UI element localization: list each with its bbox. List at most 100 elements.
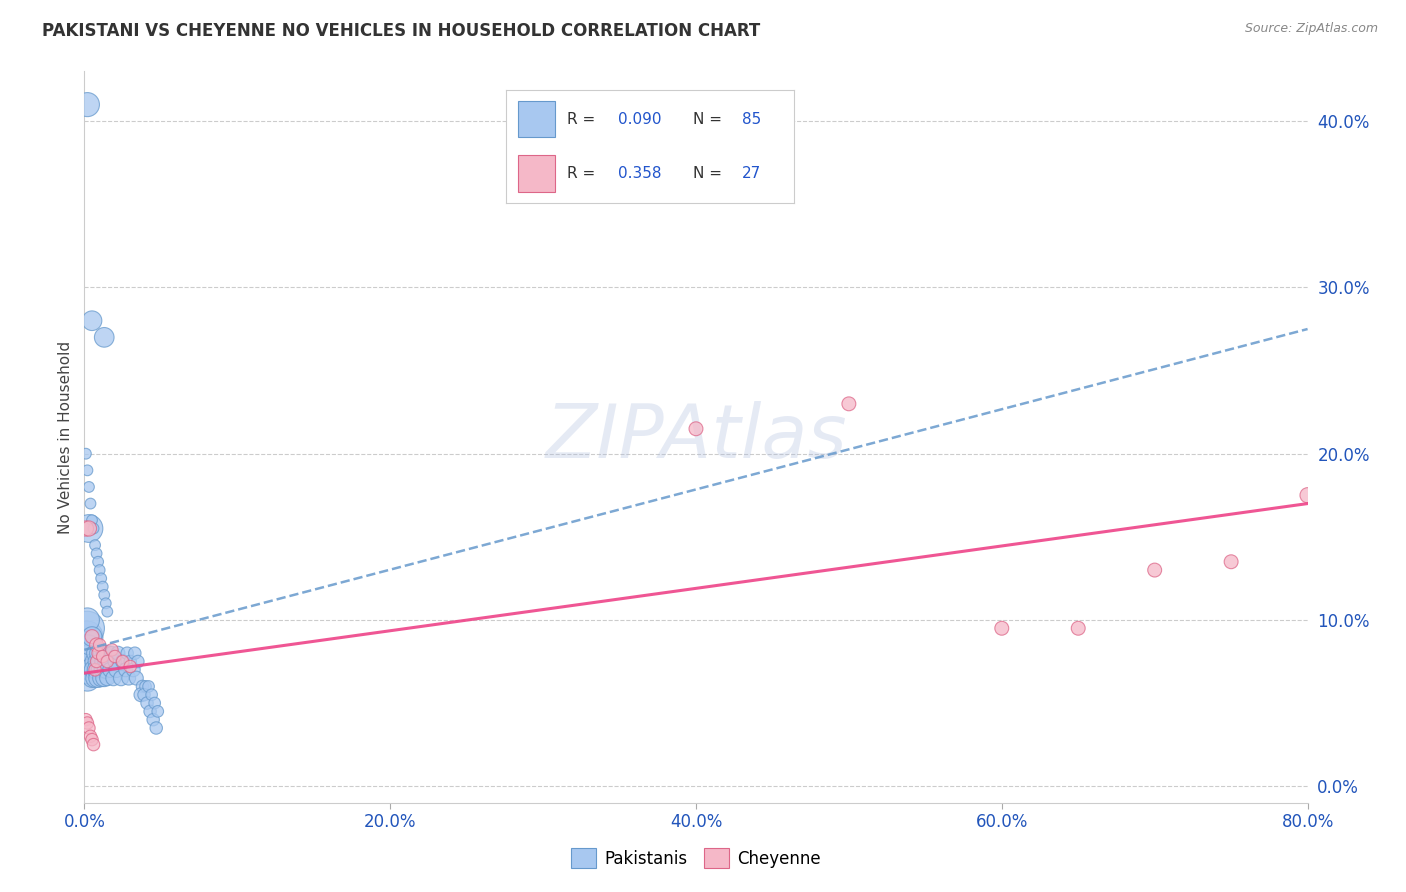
Point [107, 646, 129, 660]
Point [139, 705, 162, 719]
Point [1220, 555, 1243, 569]
Point [76, 97, 98, 112]
Point [104, 649, 127, 664]
Point [87, 646, 110, 660]
Point [125, 671, 148, 685]
Point [1067, 621, 1090, 635]
Point [98, 663, 121, 677]
Point [75, 655, 97, 669]
Point [86, 546, 108, 560]
Point [76, 621, 98, 635]
Point [90, 571, 112, 585]
Point [146, 705, 169, 719]
Point [79, 663, 101, 677]
Point [83, 655, 105, 669]
Point [89, 563, 111, 577]
Point [104, 655, 127, 669]
Point [96, 671, 118, 685]
Point [94, 655, 117, 669]
Point [89, 663, 111, 677]
Point [79, 729, 101, 743]
Point [80, 630, 103, 644]
Point [84, 538, 107, 552]
Point [101, 646, 124, 660]
Point [97, 655, 120, 669]
Point [76, 630, 98, 644]
Text: PAKISTANI VS CHEYENNE NO VEHICLES IN HOUSEHOLD CORRELATION CHART: PAKISTANI VS CHEYENNE NO VEHICLES IN HOU… [42, 22, 761, 40]
Point [90, 671, 112, 685]
Point [93, 646, 115, 660]
Point [77, 638, 100, 652]
Point [991, 621, 1014, 635]
Point [122, 663, 145, 677]
Point [80, 671, 103, 685]
Point [75, 663, 97, 677]
Point [127, 655, 149, 669]
Point [87, 671, 110, 685]
Point [77, 521, 100, 535]
Point [1296, 488, 1319, 502]
Point [110, 671, 132, 685]
Point [90, 646, 112, 660]
Point [83, 663, 105, 677]
Point [115, 646, 138, 660]
Point [105, 663, 128, 677]
Point [86, 655, 108, 669]
Point [80, 513, 103, 527]
Point [93, 330, 115, 344]
Point [129, 688, 152, 702]
Point [75, 646, 97, 660]
Point [1143, 563, 1166, 577]
Point [83, 738, 105, 752]
Point [685, 422, 707, 436]
Point [120, 655, 142, 669]
Point [96, 655, 118, 669]
Point [86, 663, 108, 677]
Point [135, 680, 157, 694]
Point [77, 646, 100, 660]
Point [76, 463, 98, 477]
Point [141, 688, 163, 702]
Point [132, 688, 155, 702]
Point [80, 732, 103, 747]
Point [77, 721, 100, 735]
Point [79, 497, 101, 511]
Point [142, 713, 165, 727]
Point [86, 655, 108, 669]
Point [75, 521, 97, 535]
Point [87, 555, 110, 569]
Point [76, 613, 98, 627]
Point [80, 630, 103, 644]
Point [76, 671, 98, 685]
Point [79, 663, 101, 677]
Point [76, 716, 98, 731]
Point [80, 314, 103, 328]
Point [96, 605, 118, 619]
Point [84, 663, 107, 677]
Point [838, 397, 860, 411]
Point [93, 671, 115, 685]
Y-axis label: No Vehicles in Household: No Vehicles in Household [58, 341, 73, 533]
Point [91, 580, 114, 594]
Point [96, 646, 118, 660]
Point [94, 663, 117, 677]
Point [89, 638, 111, 652]
Point [111, 655, 134, 669]
Point [75, 713, 97, 727]
Point [101, 643, 124, 657]
Point [91, 655, 114, 669]
Point [120, 659, 142, 673]
Point [131, 680, 153, 694]
Point [89, 655, 111, 669]
Point [103, 671, 125, 685]
Point [75, 447, 97, 461]
Point [145, 721, 167, 735]
Text: Source: ZipAtlas.com: Source: ZipAtlas.com [1244, 22, 1378, 36]
Point [114, 663, 136, 677]
Point [143, 696, 166, 710]
Point [84, 671, 107, 685]
Point [91, 663, 114, 677]
Point [84, 646, 107, 660]
Point [83, 521, 105, 535]
Point [124, 646, 146, 660]
